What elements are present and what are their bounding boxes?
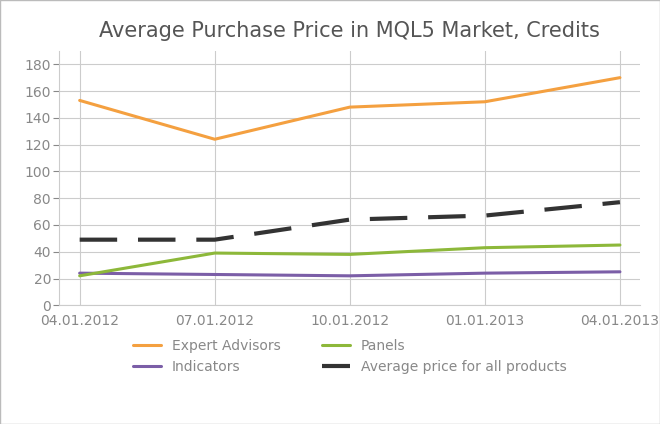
Line: Average price for all products: Average price for all products — [80, 202, 620, 240]
Panels — [76, 273, 84, 279]
Expert Advisors — [211, 137, 218, 142]
Average price for all products — [616, 200, 624, 205]
Panels — [481, 245, 489, 250]
Expert Advisors — [346, 105, 354, 110]
Panels — [211, 251, 218, 256]
Average price for all products — [481, 213, 489, 218]
Indicators — [211, 272, 218, 277]
Panels — [616, 243, 624, 248]
Average price for all products — [211, 237, 218, 242]
Indicators — [616, 269, 624, 274]
Indicators — [346, 273, 354, 279]
Indicators — [481, 271, 489, 276]
Expert Advisors — [616, 75, 624, 80]
Indicators — [76, 271, 84, 276]
Expert Advisors — [76, 98, 84, 103]
Expert Advisors — [481, 99, 489, 104]
Line: Indicators: Indicators — [80, 272, 620, 276]
Title: Average Purchase Price in MQL5 Market, Credits: Average Purchase Price in MQL5 Market, C… — [100, 21, 600, 41]
Average price for all products — [76, 237, 84, 242]
Legend: Expert Advisors, Indicators, Panels, Average price for all products: Expert Advisors, Indicators, Panels, Ave… — [127, 334, 572, 380]
Line: Panels: Panels — [80, 245, 620, 276]
Line: Expert Advisors: Expert Advisors — [80, 78, 620, 139]
Panels — [346, 252, 354, 257]
Average price for all products — [346, 217, 354, 222]
